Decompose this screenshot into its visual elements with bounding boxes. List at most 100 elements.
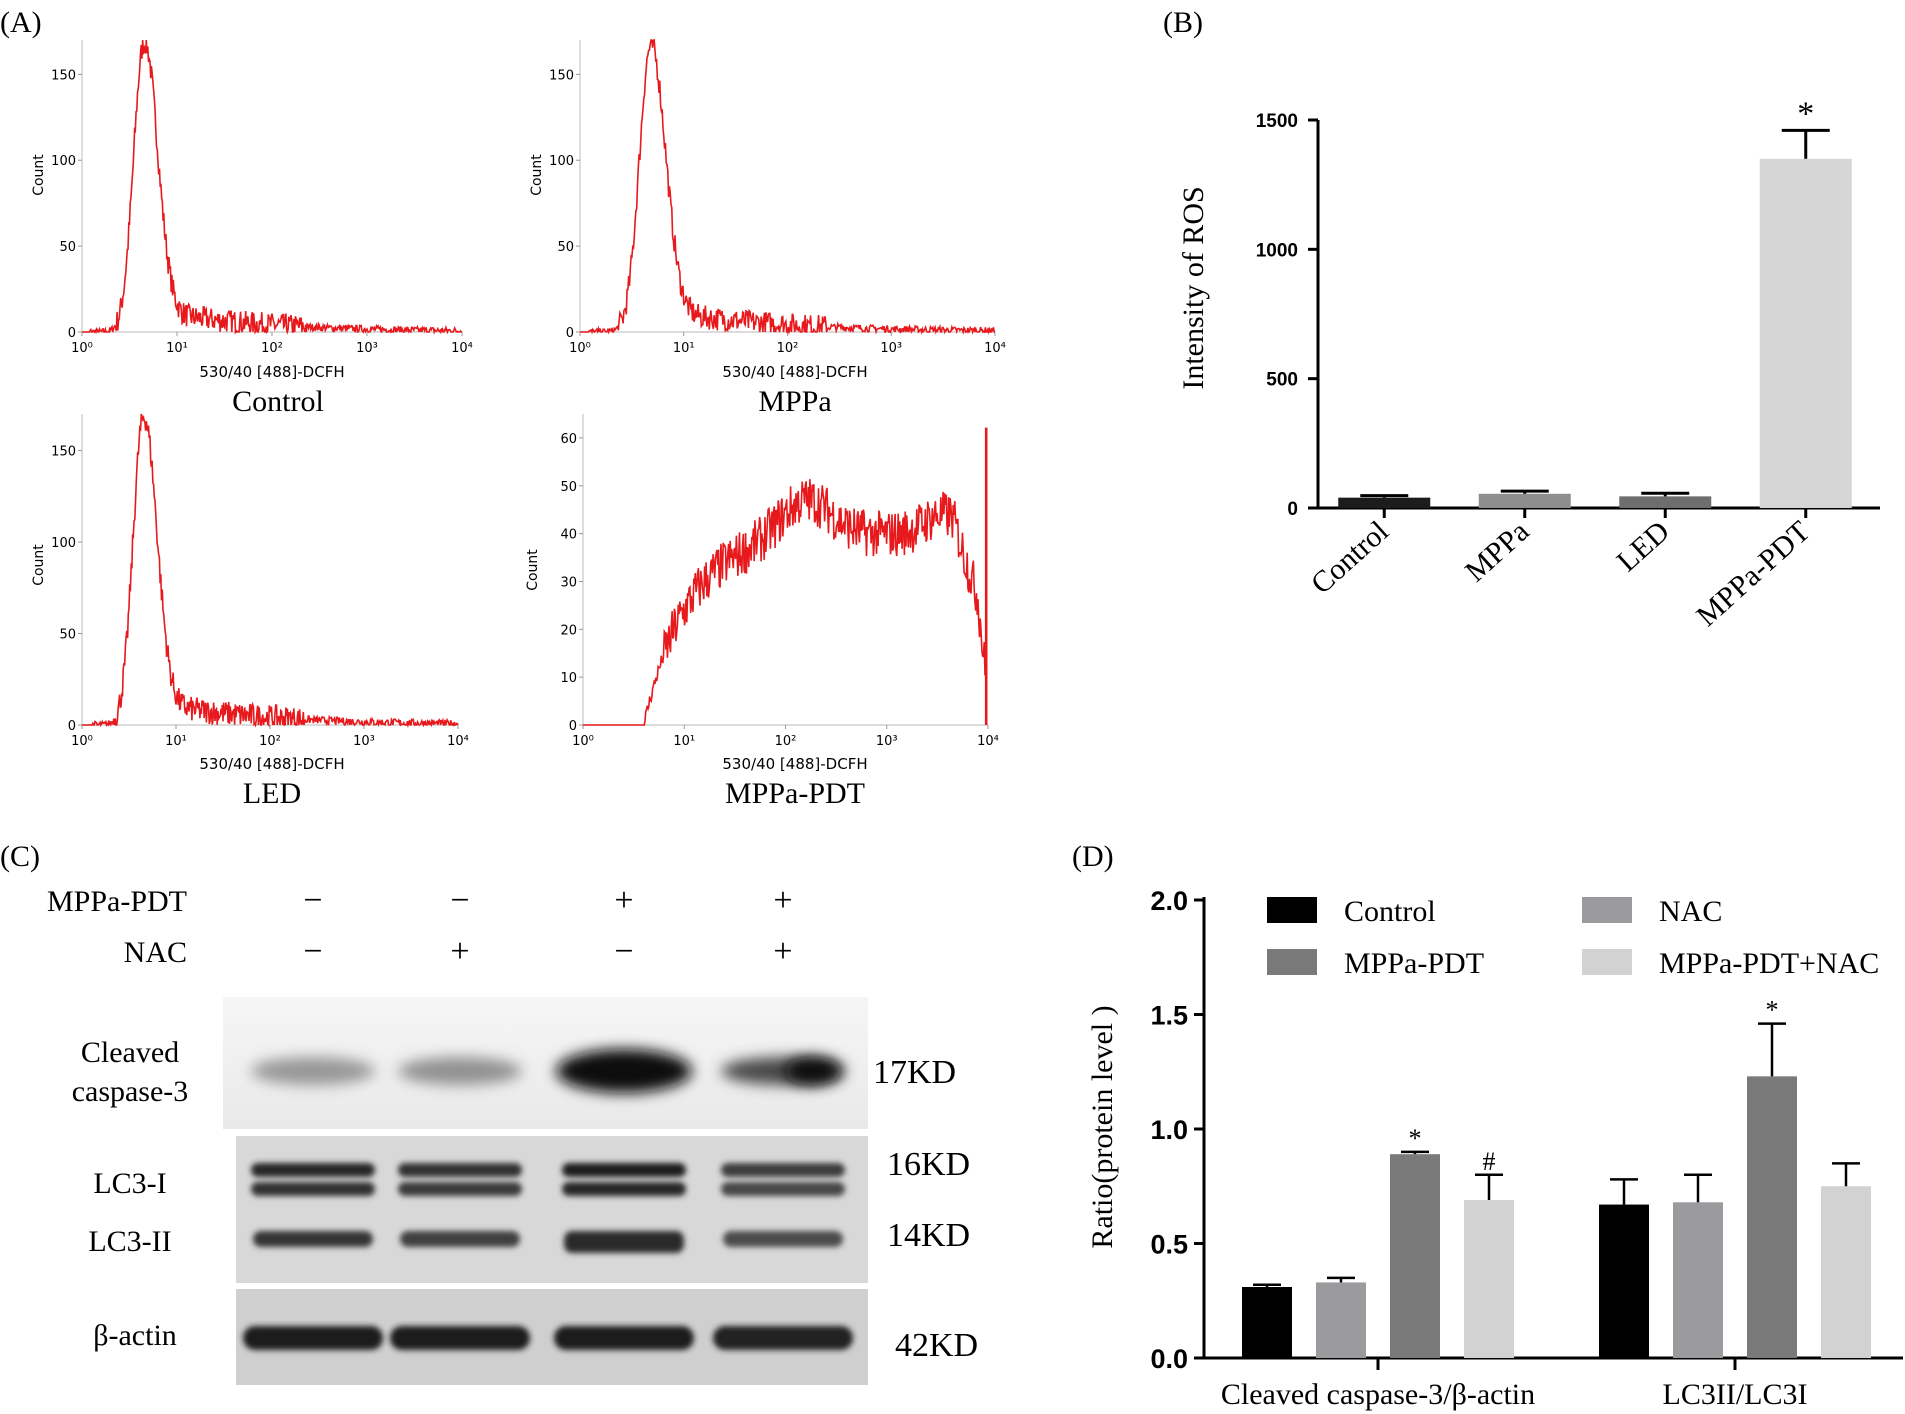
x-tick-label: 10² <box>259 734 281 749</box>
bar-mppa-pdt-nac <box>1464 1199 1514 1358</box>
x-tick-label: 10¹ <box>673 341 695 356</box>
x-tick-labels: 10⁰ 10¹ 10² 10³ 10⁴ <box>572 725 999 749</box>
band-lc3-ii <box>253 1231 373 1247</box>
legend-swatch <box>1582 949 1632 975</box>
bar-led <box>1619 496 1712 508</box>
bar-mppa-pdt <box>1390 1154 1440 1358</box>
band-lc3-ii <box>564 1231 684 1253</box>
x-axis-title: 530/40 [488]-DCFH <box>199 363 344 381</box>
bar-mppa <box>1478 493 1571 508</box>
panel-b-label: (B) <box>1163 6 1203 39</box>
bar-mppa-pdt-nac <box>1821 1186 1871 1358</box>
significance-mark: * <box>1409 1124 1422 1153</box>
band-beta-actin <box>390 1326 530 1350</box>
plot-title: MPPa-PDT <box>725 777 865 810</box>
band-lc3-i-upper <box>562 1163 686 1177</box>
legend: Control NAC MPPa-PDT MPPa-PDT+NAC <box>1267 895 1879 980</box>
band-lc3-i-lower <box>721 1182 845 1196</box>
histogram-led: 0 50 100 150 10⁰ 10¹ 10² 10³ 10⁴ Count 530/40 [… <box>31 413 469 810</box>
x-tick-labels: 10⁰ 10¹ 10² 10³ 10⁴ <box>71 725 469 749</box>
plot-title: Control <box>232 385 324 418</box>
y-tick-label: 150 <box>549 68 574 83</box>
legend-label: NAC <box>1659 895 1722 928</box>
legend-swatch <box>1582 897 1632 923</box>
y-tick-label: 50 <box>557 240 574 255</box>
y-tick-label: 100 <box>51 536 76 551</box>
legend-label: Control <box>1344 895 1436 928</box>
histogram-control: 0 50 100 150 10⁰ 10¹ 10² 10³ 10⁴ Count 530/40 [… <box>31 39 473 418</box>
y-tick-label: 30 <box>560 575 577 590</box>
treatment-sign: − <box>450 882 469 919</box>
treatment-sign: + <box>614 882 633 919</box>
bar-nac <box>1673 1202 1723 1358</box>
band-beta-actin <box>554 1326 694 1350</box>
treatment-sign: + <box>773 882 792 919</box>
band-size-14kd: 14KD <box>887 1217 970 1254</box>
band-lc3-ii <box>400 1231 520 1247</box>
x-tick-label: 10² <box>775 734 797 749</box>
y-tick-label: 50 <box>59 628 76 643</box>
band-cleaved-caspase-3-core <box>785 1057 841 1085</box>
x-tick-label: 10⁴ <box>984 341 1006 356</box>
y-tick-labels: 0 50 100 150 <box>51 445 82 734</box>
treatment-sign: + <box>450 933 469 970</box>
y-tick-label: 0.5 <box>1150 1230 1188 1260</box>
y-tick-label: 150 <box>51 445 76 460</box>
y-tick-labels: 0 50 100 150 <box>549 68 580 341</box>
x-axis-title: 530/40 [488]-DCFH <box>722 363 867 381</box>
x-tick-label: 10⁰ <box>71 734 93 749</box>
treatment-sign: − <box>303 882 322 919</box>
panel-d-label: (D) <box>1072 840 1114 873</box>
legend-label: MPPa-PDT <box>1344 947 1484 980</box>
x-tick-labels: Cleaved caspase-3/β-actin LC3II/LC3I <box>1221 1358 1807 1411</box>
band-lc3-i-lower <box>398 1182 522 1196</box>
bar-nac <box>1316 1282 1366 1358</box>
treatment-sign: − <box>303 933 322 970</box>
y-axis-title: Count <box>525 549 541 591</box>
x-tick-label: Cleaved caspase-3/β-actin <box>1221 1378 1535 1411</box>
bar-mppa-pdt <box>1759 158 1852 509</box>
x-tick-labels: 10⁰ 10¹ 10² 10³ 10⁴ <box>71 332 473 356</box>
y-axis-title: Intensity of ROS <box>1177 186 1210 389</box>
legend-swatch <box>1267 949 1317 975</box>
y-tick-labels: 0 50 100 150 <box>51 68 82 341</box>
x-tick-label: 10³ <box>876 734 898 749</box>
significance-mark: # <box>1483 1147 1496 1176</box>
y-tick-label: 0 <box>68 326 76 341</box>
panel-d: (D) Ratio(protein level ) 0.0 0.5 1.0 1.5 2.… <box>1072 840 1903 1411</box>
y-axis-title: Count <box>529 154 545 196</box>
x-axis-title: 530/40 [488]-DCFH <box>722 755 867 773</box>
bar-control <box>1599 1204 1649 1358</box>
histogram-mppa: 0 50 100 150 10⁰ 10¹ 10² 10³ 10⁴ Count 530/40 [… <box>529 38 1006 418</box>
x-tick-label: 10⁰ <box>569 341 591 356</box>
panel-b: (B) Intensity of ROS 0 500 1000 1500 * Cont… <box>1163 6 1880 633</box>
y-ticks: 0.0 0.5 1.0 1.5 2.0 <box>1150 886 1204 1374</box>
plot-title: MPPa <box>758 385 831 418</box>
blot-membrane-lc3 <box>236 1136 868 1283</box>
bars: * <box>1338 95 1852 509</box>
band-lc3-i-upper <box>251 1163 375 1177</box>
treatment-label-mppa-pdt: MPPa-PDT <box>47 885 187 918</box>
band-size-42kd: 42KD <box>895 1327 978 1364</box>
band-size-17kd: 17KD <box>873 1054 956 1091</box>
x-tick-label: LED <box>1611 515 1676 579</box>
panel-a-label: (A) <box>0 6 42 39</box>
band-lc3-ii <box>723 1231 843 1247</box>
x-tick-label: MPPa <box>1459 515 1536 589</box>
x-tick-label: 10² <box>777 341 799 356</box>
bar-mppa-pdt <box>1747 1076 1797 1358</box>
blot-bands <box>243 1049 853 1350</box>
band-lc3-i-lower <box>562 1182 686 1196</box>
y-tick-label: 0 <box>569 719 577 734</box>
y-ticks: 0 500 1000 1500 <box>1256 111 1318 520</box>
histogram-mppa-pdt: 0 10 20 30 40 50 60 10⁰ 10¹ 10² 10³ 10⁴ Count 530/… <box>525 414 999 810</box>
band-cleaved-caspase-3 <box>556 1049 692 1093</box>
y-tick-label: 50 <box>59 240 76 255</box>
bars: * # * <box>1242 996 1871 1358</box>
x-tick-label: 10⁰ <box>71 341 93 356</box>
histogram-trace <box>82 39 463 335</box>
y-tick-label: 10 <box>560 671 577 686</box>
x-tick-label: 10³ <box>353 734 375 749</box>
bar-control <box>1338 497 1431 508</box>
